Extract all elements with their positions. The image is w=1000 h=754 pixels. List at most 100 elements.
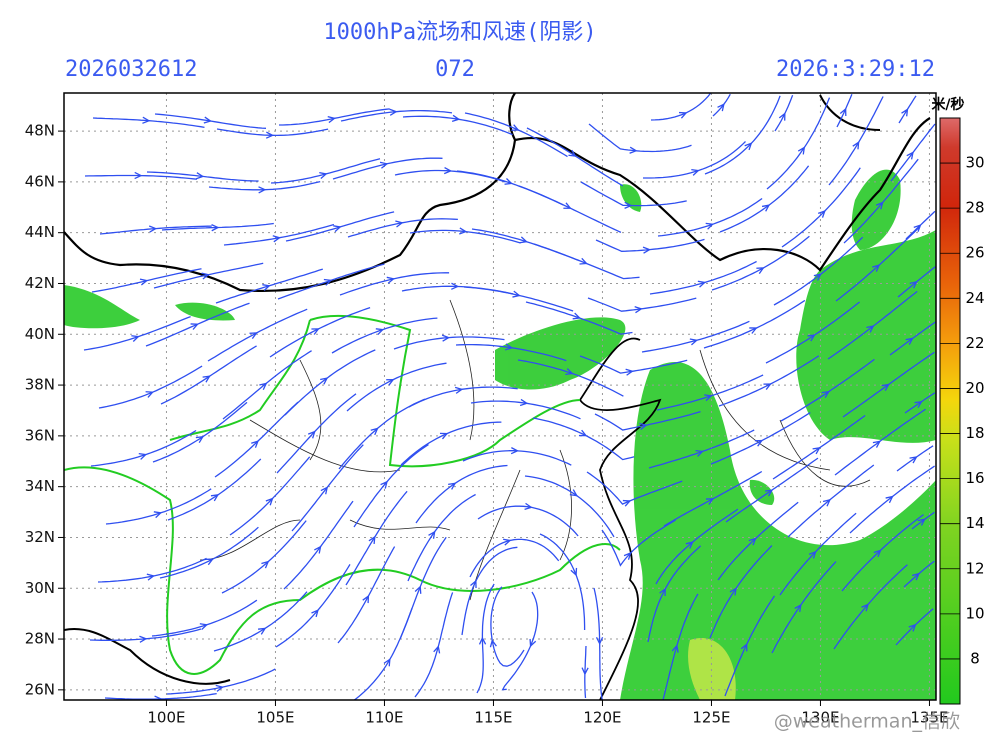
stream-arrow (199, 623, 209, 631)
stream-arrow (671, 644, 679, 653)
stream-arrow (691, 168, 700, 176)
stream-arrow (595, 636, 604, 646)
stream-arrow (778, 112, 786, 121)
stream-arrow (821, 390, 830, 399)
stream-arrow (389, 108, 398, 116)
stream-arrow (807, 334, 816, 342)
stream-arrow (678, 111, 688, 119)
stream-arrow (327, 115, 336, 124)
colorbar-label: 14 (965, 514, 984, 532)
stream-arrow (380, 480, 388, 489)
stream-arrow (139, 635, 148, 643)
lat-label: 46N (25, 172, 55, 190)
stream-arrow (146, 573, 156, 581)
lon-label: 105E (256, 709, 294, 727)
stream-arrow (729, 587, 737, 596)
stream-arrow (901, 108, 909, 117)
stream-arrow (428, 530, 436, 539)
stream-arrow (519, 398, 529, 407)
streamline (836, 93, 853, 128)
colorbar-label: 24 (965, 289, 984, 307)
stream-arrow (873, 549, 882, 558)
streamline (712, 93, 731, 117)
stream-arrow (368, 535, 376, 544)
stream-arrow (906, 151, 914, 160)
lat-label: 34N (25, 477, 55, 495)
stream-arrow (569, 489, 579, 497)
stream-arrow (131, 335, 140, 342)
stream-arrow (142, 116, 151, 124)
stream-arrow (203, 116, 213, 124)
stream-arrow (812, 446, 821, 455)
stream-arrow (695, 449, 704, 457)
colorbar-label: 20 (965, 379, 984, 397)
stream-arrow (570, 567, 578, 577)
stream-arrow (265, 497, 274, 506)
stream-arrow (311, 328, 320, 335)
stream-arrow (379, 161, 389, 169)
stream-arrow (211, 224, 220, 232)
colorbar-unit: 米/秒 (931, 96, 964, 113)
stream-arrow (134, 171, 143, 180)
stream-arrow (625, 368, 634, 376)
stream-arrow (622, 499, 632, 507)
stream-arrow (642, 246, 652, 254)
stream-arrow (813, 273, 822, 281)
streamline (650, 93, 712, 121)
stream-arrow (797, 146, 806, 155)
stream-arrow (914, 400, 923, 409)
stream-arrow (451, 282, 460, 290)
stream-arrow (383, 658, 391, 667)
colorbar-label: 12 (965, 559, 984, 577)
stream-arrow (215, 684, 224, 692)
stream-arrow (386, 378, 395, 386)
streamline (584, 645, 587, 699)
stream-arrow (563, 202, 572, 209)
stream-arrow (470, 579, 477, 588)
stream-arrow (443, 166, 453, 175)
stream-arrow (195, 435, 205, 444)
colorbar-label: 22 (965, 334, 984, 352)
stream-arrow (581, 667, 589, 676)
stream-arrow (201, 272, 210, 280)
stream-arrow (145, 391, 154, 398)
stream-arrow (272, 235, 281, 243)
init-time: 2026032612 (65, 57, 197, 82)
stream-arrow (205, 558, 214, 566)
lat-label: 38N (25, 376, 55, 394)
map-layers (64, 93, 936, 700)
stream-arrow (572, 312, 582, 320)
stream-arrow (794, 603, 802, 613)
map-frame (63, 92, 937, 701)
colorbar-fill (939, 117, 961, 705)
stream-arrow (761, 204, 771, 212)
colorbar-label: 8 (970, 649, 980, 667)
stream-arrow (908, 623, 917, 632)
stream-arrow (261, 560, 270, 569)
stream-arrow (705, 498, 715, 505)
stream-arrow (872, 264, 881, 272)
stream-arrow (579, 257, 588, 265)
stream-arrow (817, 209, 826, 218)
stream-arrow (433, 645, 441, 654)
lat-label: 30N (25, 579, 55, 597)
stream-arrow (917, 518, 926, 526)
stream-arrow (764, 489, 774, 497)
stream-arrow (311, 609, 319, 618)
lat-label: 28N (25, 630, 55, 648)
stream-arrow (629, 146, 638, 154)
stream-arrow (202, 375, 211, 383)
stream-arrow (634, 306, 643, 314)
streamline (911, 511, 935, 530)
colorbar-label: 18 (965, 424, 984, 442)
colorbar-label: 30 (965, 154, 984, 172)
stream-arrow (875, 201, 884, 210)
stream-arrow (763, 383, 772, 390)
stream-arrow (441, 334, 451, 342)
stream-arrow (504, 343, 514, 351)
stream-arrow (510, 447, 520, 455)
lon-label: 115E (474, 709, 512, 727)
stream-arrow (362, 594, 370, 604)
stream-arrow (524, 502, 533, 510)
stream-arrow (749, 327, 758, 334)
